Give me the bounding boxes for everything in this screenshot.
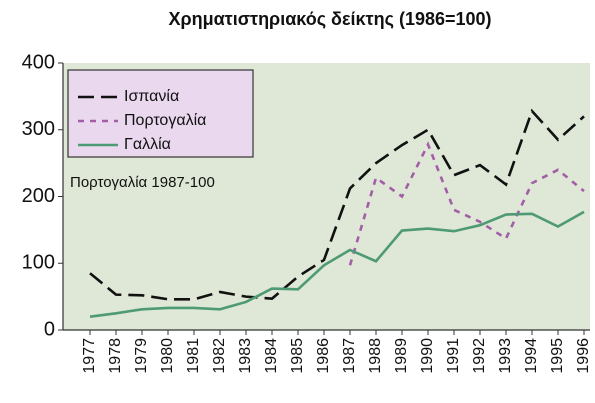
x-tick-label: 1993	[497, 338, 514, 374]
y-tick-label: 300	[22, 118, 55, 140]
x-tick-label: 1986	[315, 338, 332, 374]
legend-label: Γαλλία	[124, 136, 171, 153]
x-tick-label: 1992	[471, 338, 488, 374]
x-tick-label: 1985	[289, 338, 306, 374]
x-tick-label: 1980	[159, 338, 176, 374]
series-line	[348, 141, 585, 266]
x-tick-label: 1981	[185, 338, 202, 374]
legend-label: Πορτογαλία	[124, 112, 206, 129]
annotation: Πορτογαλία 1987-100	[70, 174, 215, 191]
x-tick-label: 1989	[393, 338, 410, 374]
x-tick-label: 1995	[549, 338, 566, 374]
x-tick-label: 1996	[575, 338, 592, 374]
series-line	[89, 108, 585, 301]
legend-label: Ισπανία	[124, 88, 179, 105]
x-tick-label: 1987	[341, 338, 358, 374]
x-tick-label: 1982	[211, 338, 228, 374]
x-tick-label: 1978	[107, 338, 124, 374]
chart-title: Χρηματιστηριακός δείκτης (1986=100)	[168, 9, 491, 29]
legend-box	[67, 69, 254, 158]
x-tick-label: 1979	[133, 338, 150, 374]
series-line	[89, 210, 585, 318]
x-tick-label: 1988	[367, 338, 384, 374]
y-tick-label: 400	[22, 51, 55, 73]
x-tick-label: 1977	[81, 338, 98, 374]
y-tick-label: 200	[22, 185, 55, 207]
x-tick-label: 1990	[419, 338, 436, 374]
x-tick-label: 1991	[445, 338, 462, 374]
y-tick-label: 0	[44, 318, 55, 340]
y-tick-label: 100	[22, 252, 55, 274]
x-tick-label: 1994	[523, 338, 540, 374]
x-tick-label: 1983	[237, 338, 254, 374]
x-tick-label: 1984	[263, 338, 280, 374]
